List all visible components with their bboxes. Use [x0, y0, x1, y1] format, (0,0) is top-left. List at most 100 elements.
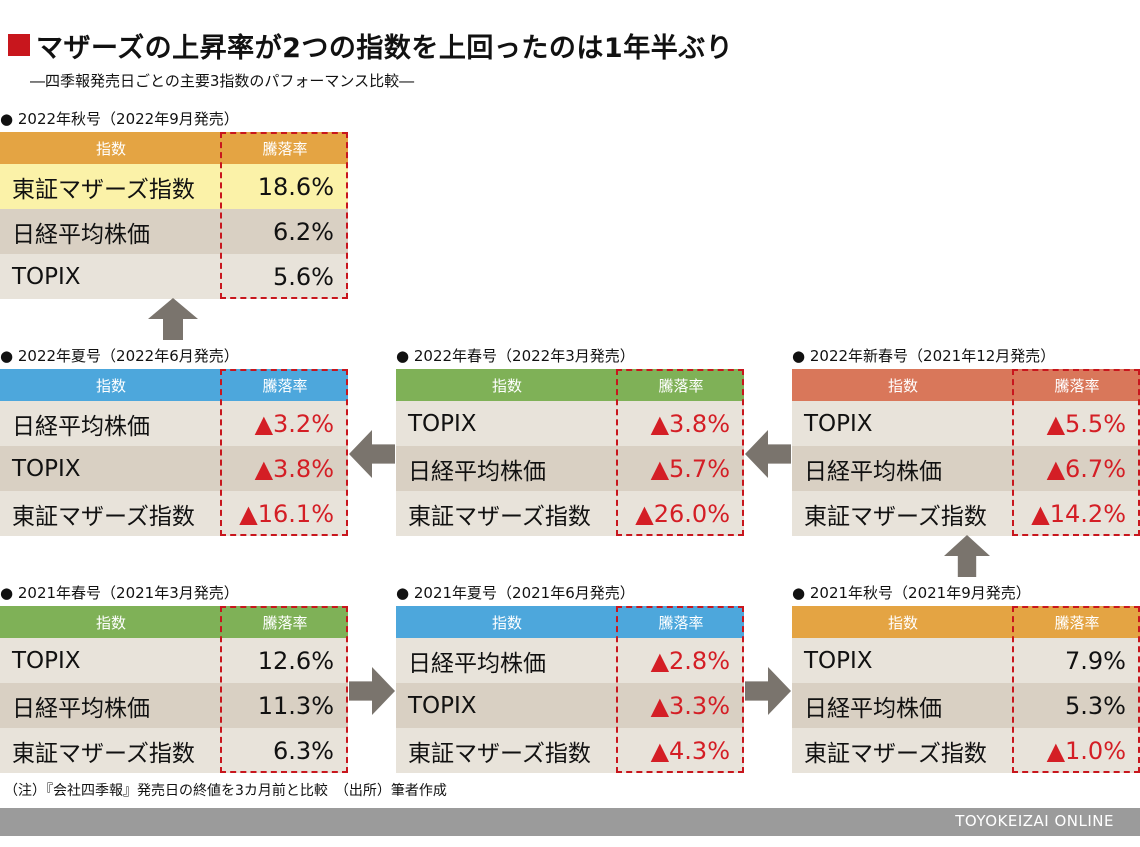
change-value: ▲14.2% [1014, 491, 1140, 536]
header-change: 騰落率 [1054, 613, 1100, 632]
panel-label: ● 2021年春号（2021年3月発売） [0, 584, 239, 602]
change-value: ▲3.8% [222, 446, 348, 491]
panel-label: ● 2022年秋号（2022年9月発売） [0, 110, 239, 128]
header-index: 指数 [95, 376, 126, 395]
panel-label: ● 2022年新春号（2021年12月発売） [792, 347, 1056, 365]
panel-table: 指数 騰落率 TOPIX ▲3.8% 日経平均株価 ▲5.7% 東証マザーズ指数 ▲26.0% [396, 369, 744, 536]
flow-arrow-up-icon [944, 535, 990, 577]
index-name: 東証マザーズ指数 [792, 491, 1014, 536]
table-row: TOPIX ▲3.3% [396, 683, 744, 728]
table-row: 東証マザーズ指数 ▲16.1% [0, 491, 348, 536]
index-name: 東証マザーズ指数 [0, 491, 222, 536]
change-value: ▲16.1% [222, 491, 348, 536]
panel-table: 指数 騰落率 日経平均株価 ▲2.8% TOPIX ▲3.3% 東証マザーズ指数 ▲4.3% [396, 606, 744, 773]
change-value: ▲5.7% [618, 446, 744, 491]
chart-subtitle: ―四季報発売日ごとの主要3指数のパフォーマンス比較― [30, 72, 415, 90]
table-row: 東証マザーズ指数 18.6% [0, 164, 348, 209]
flow-arrow-right-icon [745, 667, 791, 715]
panel-2022-summer: ● 2022年夏号（2022年6月発売） 指数 騰落率 日経平均株価 ▲3.2% TOPI… [0, 345, 348, 540]
index-name: 東証マザーズ指数 [0, 164, 222, 209]
change-value: ▲5.5% [1014, 401, 1140, 446]
footer-brand: TOYOKEIZAI ONLINE [955, 812, 1114, 830]
header-change: 騰落率 [658, 613, 704, 632]
chart-title: マザーズの上昇率が2つの指数を上回ったのは1年半ぶり [8, 28, 734, 64]
table-row: 日経平均株価 ▲6.7% [792, 446, 1140, 491]
change-value: ▲1.0% [1014, 728, 1140, 773]
index-name: 日経平均株価 [0, 683, 222, 728]
table-row: 東証マザーズ指数 ▲14.2% [792, 491, 1140, 536]
index-name: 日経平均株価 [792, 446, 1014, 491]
flow-arrow-left-icon [745, 430, 791, 478]
table-header: 指数 騰落率 [0, 132, 348, 164]
change-value: ▲6.7% [1014, 446, 1140, 491]
panel-label: ● 2021年秋号（2021年9月発売） [792, 584, 1031, 602]
panel-label: ● 2021年夏号（2021年6月発売） [396, 584, 635, 602]
panel-2021-autumn: ● 2021年秋号（2021年9月発売） 指数 騰落率 TOPIX 7.9% 日経平均株価… [792, 582, 1140, 777]
change-value: ▲26.0% [618, 491, 744, 536]
flow-arrow-left-icon [349, 430, 395, 478]
change-value: 11.3% [222, 683, 348, 728]
title-text: マザーズの上昇率が2つの指数を上回ったのは1年半ぶり [36, 32, 734, 64]
footer-bar: TOYOKEIZAI ONLINE [0, 808, 1140, 836]
header-change: 騰落率 [262, 613, 308, 632]
panel-2021-summer: ● 2021年夏号（2021年6月発売） 指数 騰落率日経平均株価 ▲2.8% TOPI… [396, 582, 744, 777]
index-name: 東証マザーズ指数 [396, 491, 618, 536]
index-name: 東証マザーズ指数 [792, 728, 1014, 773]
panel-table: 指数 騰落率 日経平均株価 ▲3.2% TOPIX ▲3.8% 東証マザーズ指数 ▲16.1% [0, 369, 348, 536]
header-index: 指数 [95, 613, 126, 632]
index-name: 東証マザーズ指数 [396, 728, 618, 773]
index-name: TOPIX [0, 446, 222, 491]
change-value: ▲3.8% [618, 401, 744, 446]
change-value: ▲3.2% [222, 401, 348, 446]
table-row: TOPIX 7.9% [792, 638, 1140, 683]
index-name: TOPIX [396, 683, 618, 728]
change-value: 5.6% [222, 254, 348, 299]
index-name: 東証マザーズ指数 [0, 728, 222, 773]
index-name: 日経平均株価 [792, 683, 1014, 728]
table-row: 日経平均株価 ▲3.2% [0, 401, 348, 446]
change-value: 6.2% [222, 209, 348, 254]
index-name: 日経平均株価 [0, 209, 222, 254]
source-note: （注）『会社四季報』発売日の終値を3カ月前と比較 （出所）筆者作成 [4, 783, 447, 799]
change-value: ▲3.3% [618, 683, 744, 728]
panel-label: ● 2022年夏号（2022年6月発売） [0, 347, 239, 365]
index-name: TOPIX [0, 254, 222, 299]
change-value: 5.3% [1014, 683, 1140, 728]
flow-arrow-right-icon [349, 667, 395, 715]
panel-table: 指数 騰落率 TOPIX 12.6% 日経平均株価 11.3% 東証マザーズ指数 6.3% [0, 606, 348, 773]
header-index: 指数 [887, 613, 918, 632]
index-name: TOPIX [792, 401, 1014, 446]
flow-arrow-up-icon [148, 298, 198, 340]
table-header: 指数 騰落率 [396, 606, 744, 638]
table-header: 指数 騰落率 [792, 369, 1140, 401]
panel-2021-spring: ● 2021年春号（2021年3月発売） 指数 騰落率 TOPIX 12.6% 日経平均株… [0, 582, 348, 777]
header-change: 騰落率 [658, 376, 704, 395]
header-index: 指数 [491, 613, 522, 632]
index-name: TOPIX [792, 638, 1014, 683]
table-header: 指数 騰落率 [0, 369, 348, 401]
table-row: 東証マザーズ指数 ▲26.0% [396, 491, 744, 536]
header-change: 騰落率 [1054, 376, 1100, 395]
change-value: ▲2.8% [618, 638, 744, 683]
index-name: 日経平均株価 [396, 638, 618, 683]
table-row: TOPIX 12.6% [0, 638, 348, 683]
change-value: 12.6% [222, 638, 348, 683]
header-change: 騰落率 [262, 139, 308, 158]
index-name: TOPIX [396, 401, 618, 446]
table-header: 指数 騰落率 [396, 369, 744, 401]
panel-table: 指数 騰落率 TOPIX ▲5.5% 日経平均株価 ▲6.7% 東証マザーズ指数 ▲14.2% [792, 369, 1140, 536]
panel-label: ● 2022年春号（2022年3月発売） [396, 347, 635, 365]
table-row: 東証マザーズ指数 6.3% [0, 728, 348, 773]
panel-2022-spring: ● 2022年春号（2022年3月発売） 指数 騰落率 TOPIX ▲3.8% 日経平均株… [396, 345, 744, 540]
change-value: 18.6% [222, 164, 348, 209]
header-index: 指数 [887, 376, 918, 395]
table-row: 日経平均株価 6.2% [0, 209, 348, 254]
table-row: TOPIX 5.6% [0, 254, 348, 299]
table-row: TOPIX ▲5.5% [792, 401, 1140, 446]
table-row: TOPIX ▲3.8% [0, 446, 348, 491]
panel-2022-newyear: ● 2022年新春号（2021年12月発売） 指数 騰落率 TOPIX ▲5.5% 日経平… [792, 345, 1140, 540]
table-row: 日経平均株価 ▲5.7% [396, 446, 744, 491]
table-row: 東証マザーズ指数 ▲1.0% [792, 728, 1140, 773]
index-name: TOPIX [0, 638, 222, 683]
change-value: 6.3% [222, 728, 348, 773]
